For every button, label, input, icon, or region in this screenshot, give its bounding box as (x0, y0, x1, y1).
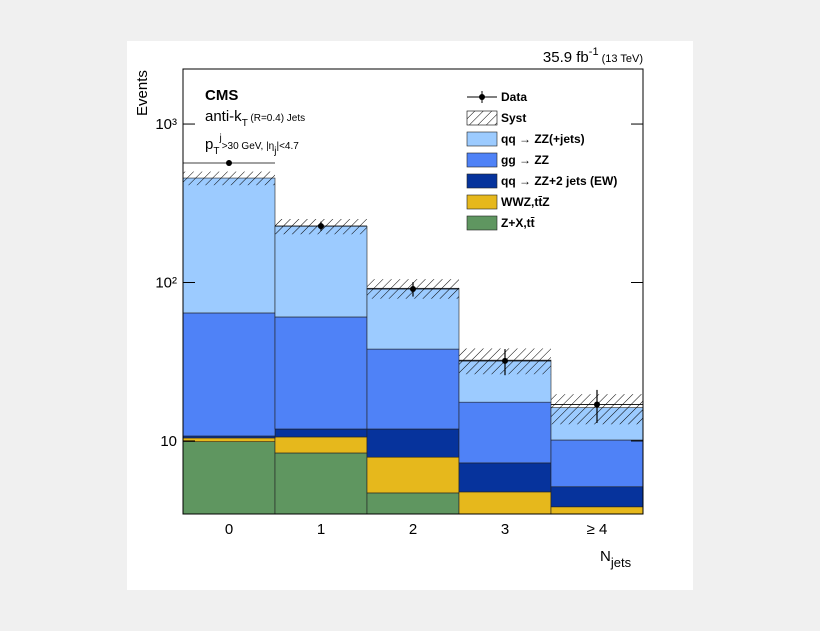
legend-swatch (466, 215, 498, 231)
cut-label: pTj>30 GeV, |ηj|<4.7 (205, 133, 299, 157)
plot-frame (182, 68, 644, 515)
bar-segment (183, 441, 276, 514)
data-point (226, 159, 232, 166)
legend-label: qq → ZZ(+jets) (501, 132, 585, 146)
x-axis-title-part: N (600, 548, 611, 565)
bar-segment (550, 486, 643, 508)
legend-label: Syst (501, 111, 526, 125)
cut-label-part: j (273, 146, 276, 157)
bar-segment (274, 452, 368, 514)
bar-segment (458, 462, 552, 493)
jet-label-part: (R=0.4) Jets (248, 113, 306, 124)
plot-area (183, 159, 643, 514)
data-point (594, 401, 600, 408)
x-tick-label: 2 (409, 521, 417, 538)
syst-band (183, 171, 275, 186)
legend-label: Data (501, 90, 527, 104)
jet-label: anti-kT (R=0.4) Jets (205, 108, 305, 129)
legend-label: gg → ZZ (501, 153, 549, 167)
cut-label-part: |<4.7 (276, 141, 299, 152)
legend-swatch (466, 152, 498, 168)
legend-syst-swatch (466, 110, 498, 126)
bar-segment (183, 437, 276, 442)
legend-data-marker (479, 94, 485, 100)
lumi-label-part: 35.9 fb (543, 49, 589, 66)
y-axis-title: Events (134, 70, 151, 116)
y-tick-label: 10³ (155, 116, 177, 133)
bar-segment (458, 401, 552, 464)
cut-label-part: p (205, 136, 213, 153)
legend-label: qq → ZZ+2 jets (EW) (501, 174, 617, 188)
data-point (410, 285, 416, 292)
lumi-label-part: -1 (589, 46, 599, 58)
legend-swatch (466, 194, 498, 210)
lumi-label-part: (13 TeV) (599, 53, 643, 65)
jet-label-part: anti-k (205, 108, 242, 125)
bar-segment (274, 436, 368, 454)
legend-label: Z+X,tt̄ (501, 216, 535, 230)
bar-segment (183, 312, 276, 437)
bar-segment (183, 177, 276, 314)
bar-segment (274, 428, 368, 438)
x-tick-label: 0 (225, 521, 233, 538)
data-point (502, 357, 508, 364)
x-tick-label: 3 (501, 521, 509, 538)
bar-segment (274, 225, 368, 318)
bar-segment (366, 348, 460, 430)
lumi-label: 35.9 fb-1 (13 TeV) (543, 46, 643, 66)
x-tick-label: 1 (317, 521, 325, 538)
cut-label-part: j (218, 133, 221, 144)
x-axis-title-part: jets (610, 555, 632, 570)
x-tick-label: ≥ 4 (587, 521, 608, 538)
bar-segment (366, 456, 460, 494)
legend-swatch (466, 173, 498, 189)
experiment-label: CMS (205, 87, 238, 104)
cut-label-part: >30 GeV, |η (222, 141, 275, 152)
jet-label-part: T (242, 118, 248, 129)
y-tick-label: 10 (160, 433, 177, 450)
bar-segment (366, 428, 460, 458)
bar-segment (550, 439, 643, 488)
y-tick-label: 10² (155, 274, 177, 291)
legend-swatch (466, 131, 498, 147)
data-point (318, 223, 324, 230)
cut-label-part: T (213, 146, 219, 157)
legend-label: WWZ,tt̄Z (501, 195, 550, 209)
x-axis-title: Njets (600, 548, 632, 570)
bar-segment (274, 316, 368, 430)
